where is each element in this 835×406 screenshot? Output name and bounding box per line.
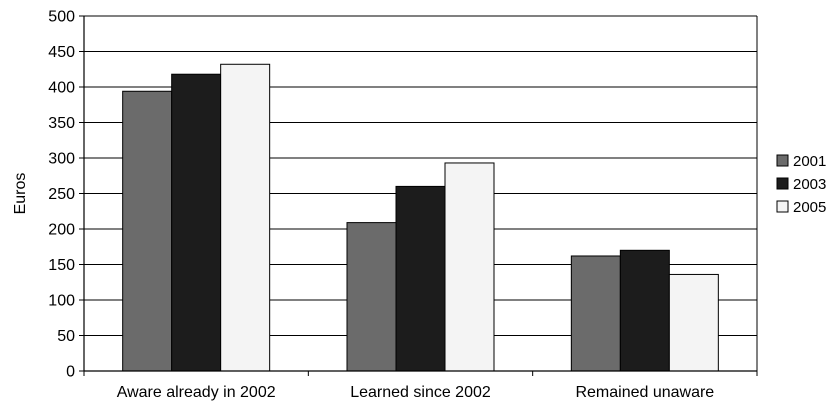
y-tick-label: 300 — [48, 151, 75, 168]
y-tick-label: 500 — [48, 9, 75, 26]
y-tick-label: 50 — [57, 328, 75, 345]
y-tick-label: 350 — [48, 115, 75, 132]
bar-2005-2 — [444, 162, 495, 372]
bar-2003-2 — [395, 185, 446, 372]
y-tick-labels: 0 50 100 150 200 250 300 350 400 450 500 — [48, 9, 84, 381]
y-tick-label: 250 — [48, 186, 75, 203]
bar-2001-2 — [346, 222, 397, 372]
x-category-label: Remained unaware — [575, 384, 714, 401]
legend-swatch-2001 — [776, 154, 789, 167]
bar-2005-3 — [668, 273, 719, 372]
y-tick-label: 200 — [48, 222, 75, 239]
y-tick-label: 450 — [48, 44, 75, 61]
x-category-labels: Aware already in 2002 Learned since 2002 R… — [83, 371, 758, 401]
bar-2001-1 — [122, 90, 173, 372]
legend-label-2003: 2003 — [793, 176, 826, 193]
bar-2001-3 — [570, 255, 621, 372]
y-tick-label: 100 — [48, 293, 75, 310]
bars — [122, 63, 719, 372]
x-category-label: Aware already in 2002 — [117, 384, 276, 401]
y-tick-label: 400 — [48, 80, 75, 97]
y-axis-title: Euros — [12, 173, 29, 215]
legend-swatch-2005 — [776, 200, 789, 213]
legend-label-2005: 2005 — [793, 199, 826, 216]
bar-2003-1 — [171, 73, 222, 372]
legend: 2001 2003 2005 — [776, 153, 826, 216]
x-category-label: Learned since 2002 — [350, 384, 491, 401]
legend-swatch-2003 — [776, 177, 789, 190]
y-tick-label: 0 — [66, 364, 75, 381]
bar-2003-3 — [619, 249, 670, 372]
legend-label-2001: 2001 — [793, 153, 826, 170]
y-tick-label: 150 — [48, 257, 75, 274]
bar-2005-1 — [220, 63, 271, 372]
